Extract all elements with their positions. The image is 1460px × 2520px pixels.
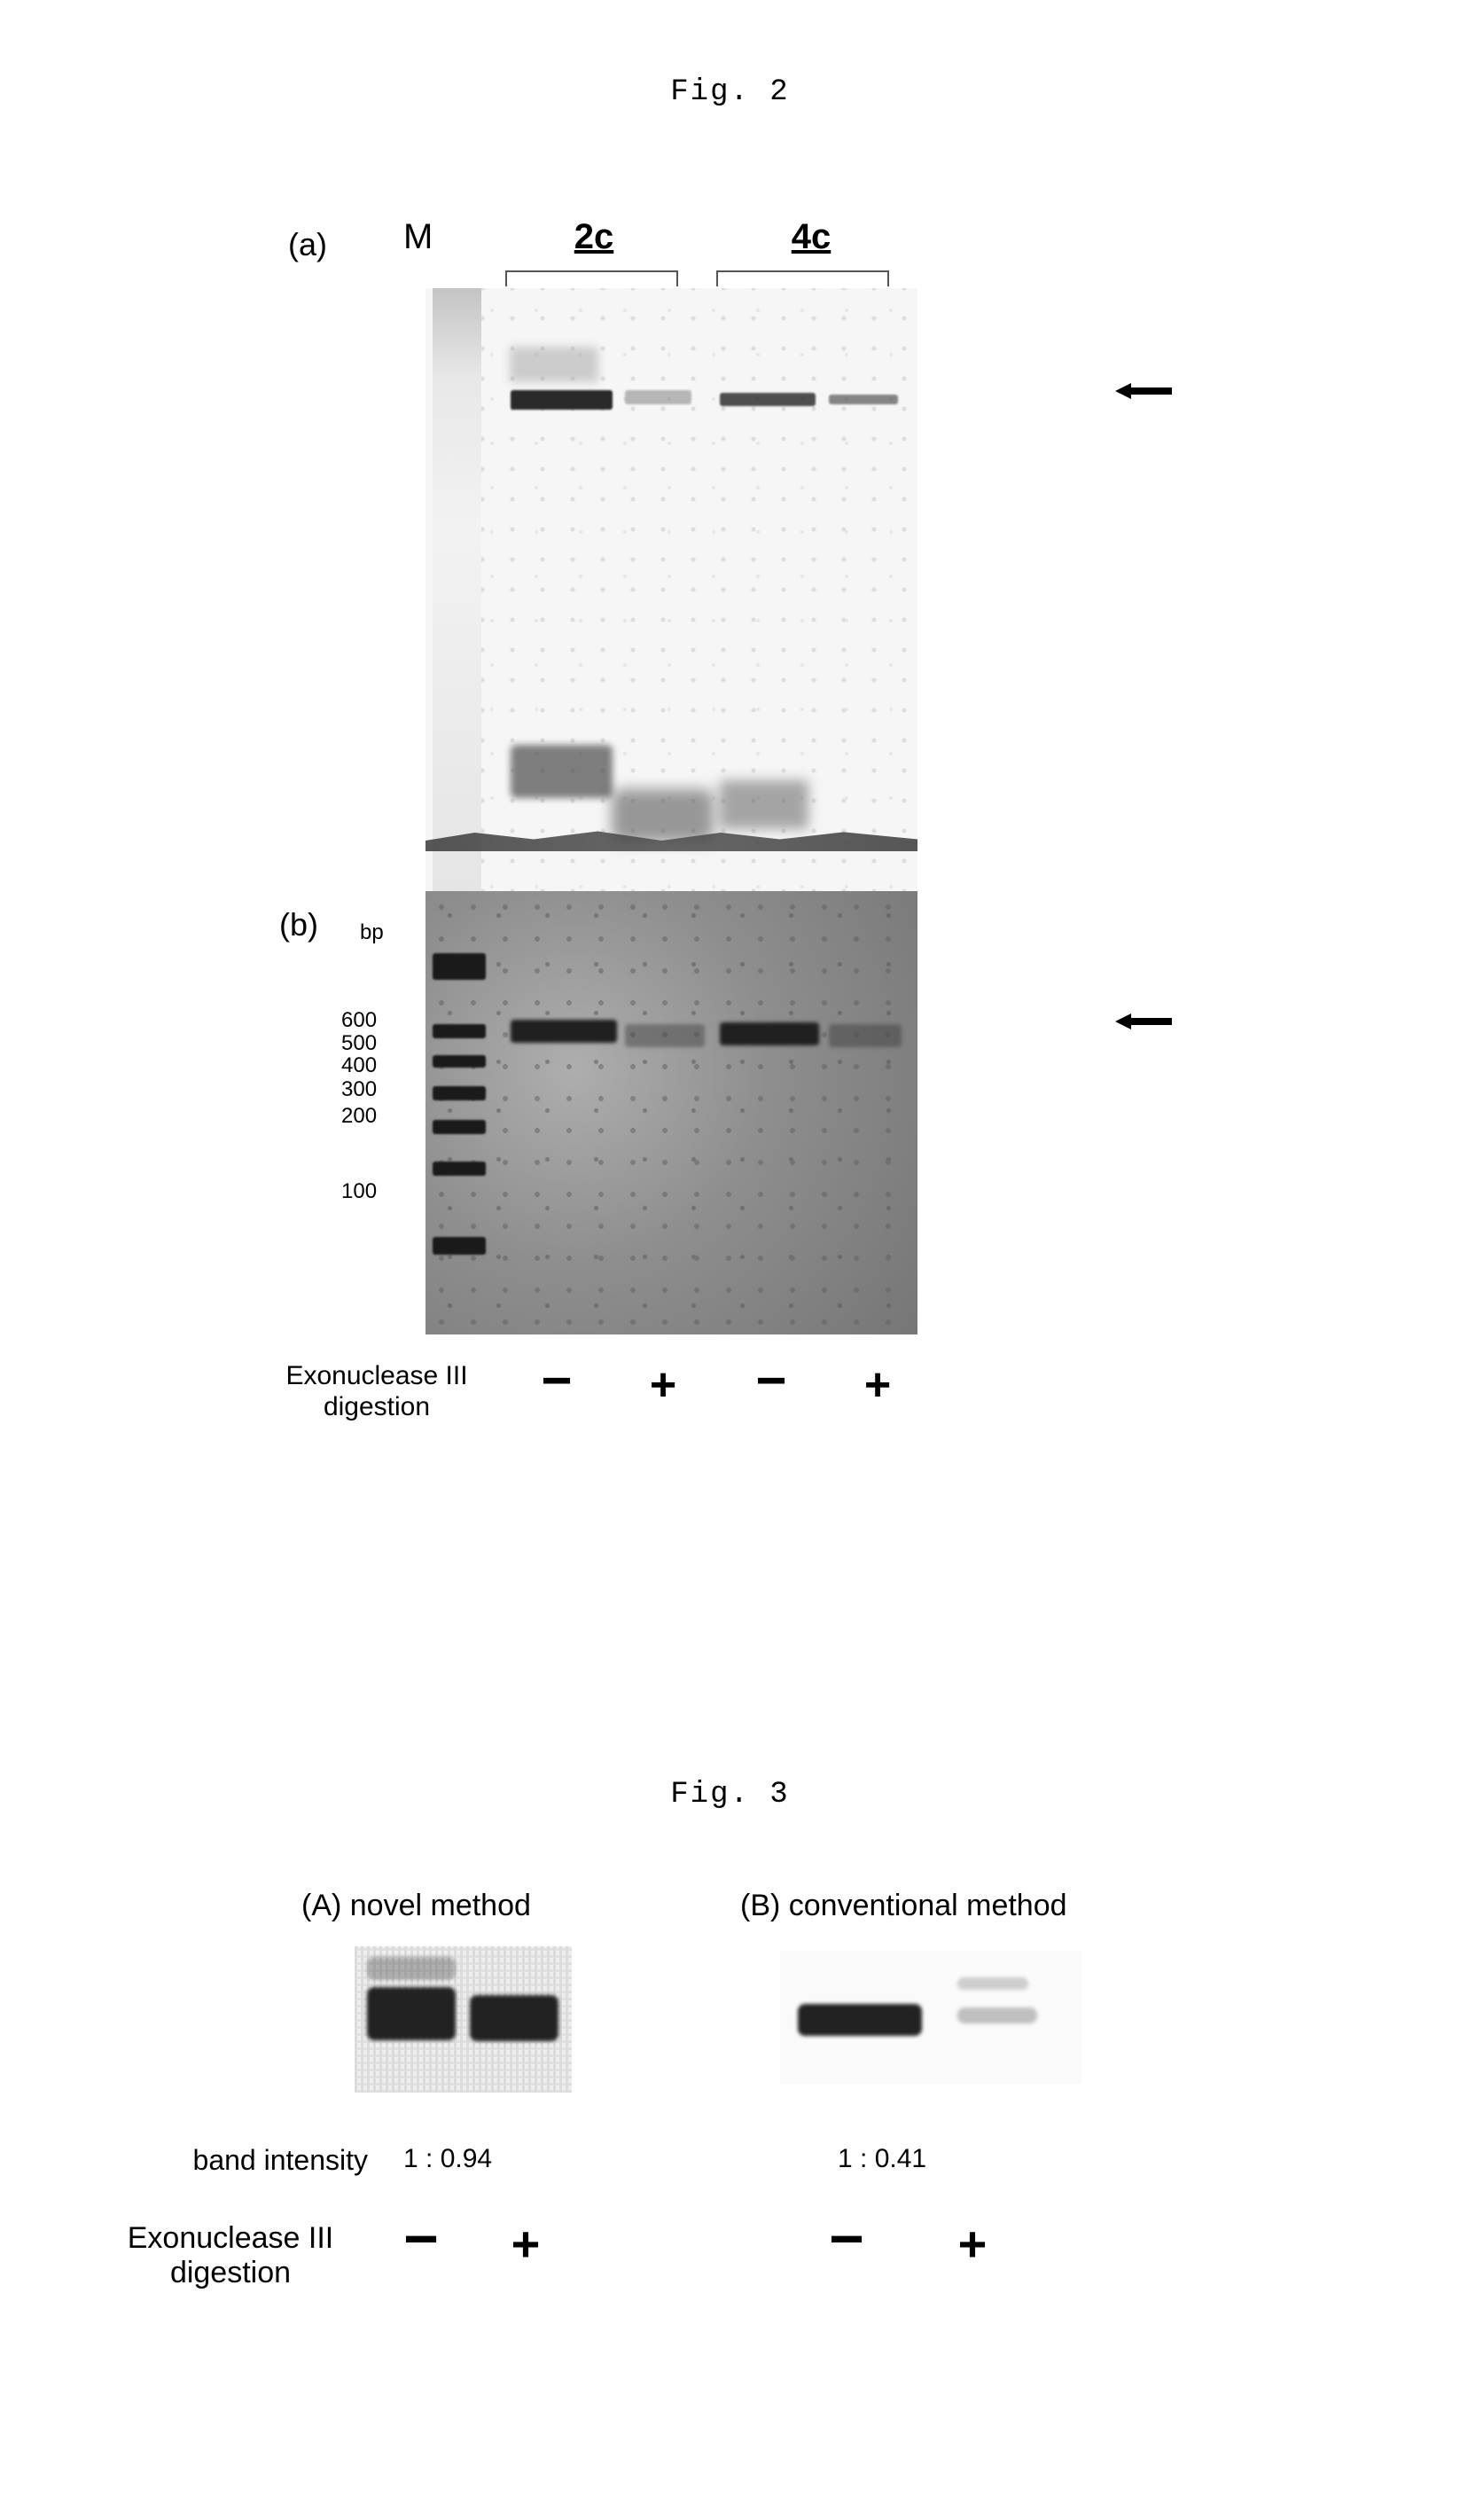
fig3-panelA-title: (A) novel method — [301, 1889, 531, 1923]
exo3-label-fig2: Exonuclease III digestion — [257, 1361, 496, 1422]
exo-symbol-2c-plus: + — [636, 1358, 690, 1412]
arrow-panel-b — [1115, 1013, 1172, 1029]
marker-band-600 — [433, 1024, 486, 1038]
exo3-digestion-row-fig2: Exonuclease III digestion − + − + — [248, 1357, 1188, 1436]
gel-a-band-2c-minus — [511, 390, 613, 410]
fig3-exo-A-minus: − — [394, 2204, 448, 2273]
bp-tick-400: 400 — [341, 1053, 377, 1078]
exo3-label-line1: Exonuclease III — [285, 1361, 467, 1390]
figure2-title: Fig. 2 — [0, 75, 1460, 109]
exo3-label-line2: digestion — [324, 1392, 430, 1421]
bp-tick-100: 100 — [341, 1179, 377, 1204]
gel-a-band-2c-plus — [625, 390, 691, 404]
exo3-label-fig3-line1: Exonuclease III — [128, 2221, 333, 2255]
fig3-exo-B-minus: − — [820, 2204, 873, 2273]
bp-unit-label: bp — [360, 920, 384, 945]
exo3-label-fig3: Exonuclease III digestion — [93, 2221, 368, 2290]
exo-symbol-2c-minus: − — [530, 1350, 583, 1411]
exo-symbol-4c-minus: − — [745, 1350, 798, 1411]
gel-a-band-4c-plus — [829, 395, 898, 404]
gel-a-lower-smudge-2 — [612, 789, 714, 842]
gel-b-band-4c-minus — [720, 1022, 819, 1045]
panel-b-label: (b) — [279, 906, 318, 943]
gel-a-marker-lane — [433, 288, 481, 891]
marker-band-500 — [433, 1055, 486, 1068]
bp-tick-300: 300 — [341, 1077, 377, 1102]
lane-bracket-2c — [505, 270, 678, 286]
fig3A-band-minus — [367, 1987, 456, 2040]
marker-band-100 — [433, 1237, 486, 1255]
gel-a-band-4c-minus — [720, 393, 816, 406]
panel-a-label: (a) — [288, 226, 327, 263]
gel-a-lower-smudge-1 — [511, 745, 613, 798]
arrow-panel-a — [1115, 383, 1172, 399]
gel-b-band-2c-plus — [625, 1024, 705, 1047]
figure3-title: Fig. 3 — [0, 1778, 1460, 1812]
band-intensity-value-A: 1 : 0.94 — [403, 2144, 492, 2174]
lane-header-4c: 4c — [740, 217, 882, 257]
figure3-container: (A) novel method (B) conventional method… — [199, 1889, 1263, 2385]
fig3A-upper-smudge — [367, 1957, 456, 1980]
marker-band-200 — [433, 1162, 486, 1176]
marker-band-400 — [433, 1086, 486, 1100]
fig3-exo-B-plus: + — [946, 2215, 999, 2273]
gel-b-band-2c-minus — [511, 1020, 617, 1043]
fig3B-band-minus — [798, 2004, 922, 2036]
fig3-exo-A-plus: + — [499, 2215, 552, 2273]
bp-tick-500: 500 — [341, 1031, 377, 1056]
lane-bracket-4c — [716, 270, 889, 286]
lane-header-2c: 2c — [523, 217, 665, 257]
fig3B-upper-smudge — [957, 1977, 1028, 1990]
band-intensity-value-B: 1 : 0.41 — [838, 2144, 926, 2174]
lane-header-marker: M — [403, 217, 433, 257]
fig3A-band-plus — [470, 1995, 558, 2041]
fig3-gel-conventional — [780, 1951, 1081, 2084]
band-intensity-label: band intensity — [137, 2144, 368, 2177]
marker-band-300 — [433, 1120, 486, 1134]
bp-tick-200: 200 — [341, 1104, 377, 1129]
marker-band-well — [433, 953, 486, 980]
gel-panel-a — [426, 288, 917, 891]
fig3-panelB-title: (B) conventional method — [740, 1889, 1067, 1923]
figure2-container: (a) M 2c 4c (b) bp 600 500 400 300 200 1… — [248, 204, 1188, 1561]
gel-panel-b — [426, 891, 917, 1334]
fig3-gel-novel — [355, 1946, 572, 2093]
gel-a-smudge — [510, 347, 598, 382]
exo-symbol-4c-plus: + — [851, 1358, 904, 1412]
exo3-label-fig3-line2: digestion — [170, 2256, 291, 2289]
gel-b-band-4c-plus — [829, 1024, 902, 1047]
fig3B-band-plus — [957, 2007, 1037, 2023]
gel-a-lower-smudge-3 — [720, 780, 808, 829]
bp-tick-600: 600 — [341, 1008, 377, 1033]
